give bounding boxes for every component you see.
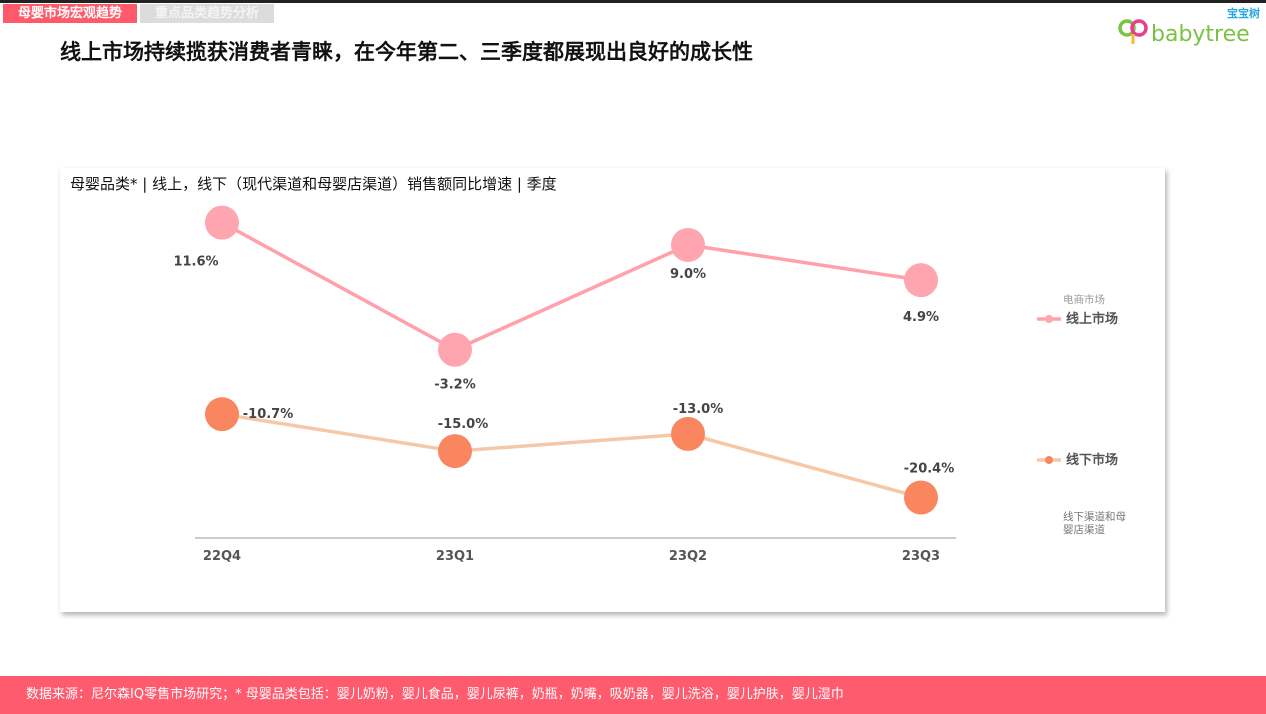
tab-category-trend[interactable]: 重点品类趋势分析 (140, 4, 274, 23)
logo-cn: 宝宝树 (1227, 7, 1260, 20)
data-label: -10.7% (243, 407, 294, 422)
x-tick-label: 23Q1 (436, 549, 474, 564)
data-label: -13.0% (673, 402, 724, 417)
x-tick-label: 23Q2 (669, 549, 707, 564)
data-label: -15.0% (438, 417, 489, 432)
legend-online: 线上市场 (1066, 312, 1119, 327)
top-rule (0, 0, 1266, 3)
legend-offline-note: 线下渠道和母婴店渠道 (1063, 511, 1126, 536)
x-tick-label: 23Q3 (902, 549, 940, 564)
data-point (205, 397, 239, 432)
data-point (671, 416, 705, 451)
x-tick-label: 22Q4 (203, 549, 241, 564)
data-label: 9.0% (670, 267, 706, 282)
babytree-logo: babytree 宝宝树 (1117, 8, 1262, 48)
data-point (904, 263, 938, 298)
legend-marker (1045, 456, 1053, 464)
series-line (221, 221, 922, 352)
data-point (904, 480, 938, 515)
data-label: -3.2% (434, 378, 475, 393)
tab-macro-trend[interactable]: 母婴市场宏观趋势 (3, 4, 137, 23)
data-point (671, 227, 705, 262)
legend-offline: 线下市场 (1066, 453, 1119, 468)
data-label: 11.6% (173, 255, 218, 270)
data-point (438, 434, 472, 469)
page-title: 线上市场持续揽获消费者青睐，在今年第二、三季度都展现出良好的成长性 (60, 40, 753, 64)
data-point (205, 205, 239, 240)
logo-word: babytree (1151, 22, 1250, 47)
legend-overlay-label: 电商市场 (1063, 294, 1105, 306)
data-label: -20.4% (904, 461, 955, 476)
chart-title: 母婴品类* | 线上，线下（现代渠道和母婴店渠道）销售额同比增速 | 季度 (70, 175, 557, 193)
series-line (221, 412, 922, 500)
logo-mark-icon (1118, 19, 1148, 44)
data-point (438, 332, 472, 367)
source-footer: 数据来源：尼尔森IQ零售市场研究；* 母婴品类包括：婴儿奶粉，婴儿食品，婴儿尿裤… (0, 676, 1266, 714)
legend-marker (1045, 315, 1053, 323)
data-label: 4.9% (903, 310, 939, 325)
